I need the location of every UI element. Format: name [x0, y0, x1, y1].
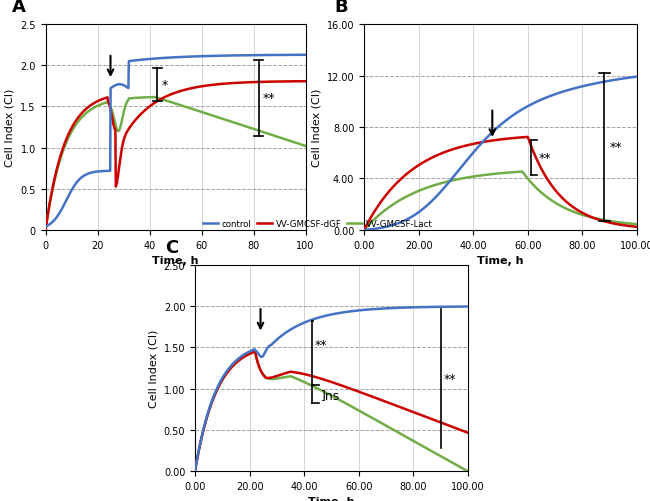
Text: **: **: [610, 141, 622, 154]
X-axis label: Time, h: Time, h: [477, 256, 524, 266]
Text: **: **: [443, 372, 456, 385]
X-axis label: Time, h: Time, h: [152, 256, 199, 266]
Text: **: **: [263, 92, 275, 105]
Text: C: C: [165, 239, 178, 257]
Text: *: *: [161, 79, 168, 92]
Text: ]ns: ]ns: [320, 388, 340, 401]
Text: B: B: [334, 0, 348, 17]
Y-axis label: Cell Index (CI): Cell Index (CI): [311, 89, 321, 167]
Y-axis label: Cell Index (CI): Cell Index (CI): [148, 329, 158, 407]
X-axis label: Time, h: Time, h: [308, 496, 355, 501]
Text: **: **: [539, 151, 551, 164]
Text: **: **: [315, 339, 328, 352]
Legend: control, VV-GMCSF-dGF, VV-GMCSF-Lact: control, VV-GMCSF-dGF, VV-GMCSF-Lact: [200, 216, 436, 232]
Text: A: A: [12, 0, 25, 17]
Y-axis label: Cell Index (CI): Cell Index (CI): [5, 89, 15, 167]
